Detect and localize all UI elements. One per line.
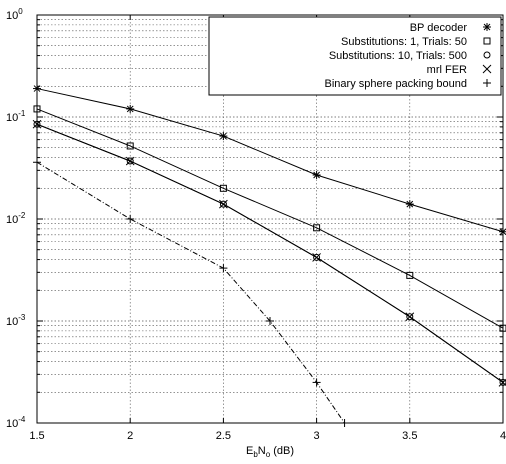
data-point [219,264,228,273]
data-point [125,156,135,166]
legend-label: BP decoder [410,22,468,34]
marker-shape [219,200,227,208]
legend-marker [483,23,491,31]
legend-marker [483,51,491,59]
series-line [36,161,345,424]
legend: BP decoder Substitutions: 1, Trials: 50 Su… [208,16,502,96]
legend-label: Binary sphere packing bound [325,78,467,90]
x-tick-label: 4 [500,430,506,442]
data-point [312,378,321,387]
x-tick-label: 2.5 [216,430,231,442]
marker-stroke [219,199,228,209]
series-line [36,88,504,233]
data-point [406,271,414,279]
marker-stroke [405,312,415,322]
marker-shape [313,224,321,232]
data-point [266,317,274,325]
marker-shape [126,157,134,165]
legend-marker [482,64,492,74]
marker-stroke [406,200,414,208]
marker-shape [219,184,227,192]
data-point [126,157,134,165]
y-tick-label: 10-4 [6,415,26,430]
y-tick-label: 100 [6,7,23,22]
data-point [405,200,414,209]
grid [36,14,504,424]
x-tick-label: 3.5 [402,430,417,442]
data-point [126,104,135,113]
marker-shape [406,313,414,321]
marker-stroke [220,132,227,140]
legend-marker [483,79,491,87]
x-axis-label: EbNo (dB) [246,445,294,459]
data-point [313,224,321,232]
marker-stroke [125,156,135,166]
legend-label: mrl FER [427,64,467,76]
series-layer [32,84,506,427]
data-point [219,200,227,208]
legend-item: BP decoder [410,22,491,34]
marker-stroke [482,64,492,74]
marker-shape [483,37,491,45]
x-tick-label: 2 [127,430,133,442]
series-line [36,108,504,329]
series-line [36,123,504,383]
x-tick-label: 1.5 [29,430,44,442]
legend-item: Substitutions: 10, Trials: 500 [329,50,491,62]
data-point [126,215,135,223]
marker-shape [126,142,134,150]
marker-stroke [126,105,134,113]
marker-shape [483,51,491,59]
data-point [312,253,321,262]
x-tick-label: 3 [314,430,320,442]
marker-shape [313,253,321,261]
marker-stroke [483,23,491,31]
legend-item: Substitutions: 1, Trials: 50 [341,36,491,48]
marker-stroke [313,171,320,179]
data-point [219,184,227,192]
marker-shape [406,271,414,279]
data-point [405,312,415,322]
axis-ticks: 1.5 2 2.5 3 3.5 4 10-4 10-3 10-2 10-1 100 [6,7,506,442]
data-point [313,253,321,261]
legend-item: mrl FER [427,64,492,76]
marker-stroke [312,253,321,262]
data-point [126,142,134,150]
series-4 [32,119,506,387]
data-point [406,313,414,321]
legend-item: Binary sphere packing bound [325,78,491,90]
legend-box [208,16,502,96]
data-point [219,199,228,209]
y-tick-label: 10-2 [6,211,26,226]
legend-label: Substitutions: 10, Trials: 500 [329,50,467,62]
data-point [312,171,321,180]
legend-label: Substitutions: 1, Trials: 50 [341,36,467,48]
legend-marker [483,37,491,45]
data-point [219,132,228,141]
y-tick-label: 10-1 [6,109,26,124]
y-tick-label: 10-3 [6,313,26,328]
